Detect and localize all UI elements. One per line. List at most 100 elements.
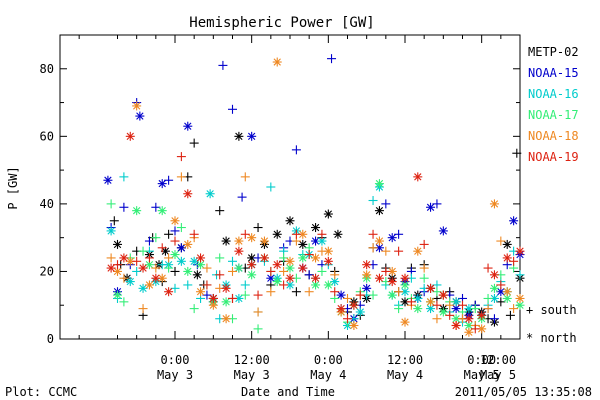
data-point-noaa-18 [509, 304, 519, 314]
data-point-noaa-19 [458, 300, 467, 310]
data-point-metp-02 [253, 223, 263, 233]
data-point-noaa-18 [266, 287, 276, 297]
data-point-noaa-17 [323, 280, 333, 290]
data-point-noaa-19 [298, 263, 308, 273]
data-point-noaa-16 [119, 172, 129, 182]
data-point-noaa-17 [298, 253, 308, 263]
data-point-noaa-17 [240, 290, 250, 300]
y-tick-label: 40 [40, 197, 54, 211]
data-point-noaa-18 [170, 216, 180, 226]
data-point-noaa-18 [221, 314, 231, 324]
data-point-metp-02 [502, 239, 512, 249]
data-point-noaa-17 [247, 270, 257, 280]
data-point-noaa-19 [291, 229, 301, 239]
data-point-metp-02 [285, 216, 295, 226]
data-point-noaa-17 [413, 304, 423, 314]
data-point-metp-02 [189, 138, 199, 148]
data-point-noaa-15 [387, 233, 397, 243]
data-point-noaa-19 [164, 287, 174, 297]
legend-item-noaa-17: NOAA-17 [528, 108, 579, 122]
y-tick-label: 0 [47, 332, 54, 346]
data-point-noaa-19 [362, 260, 372, 270]
data-point-noaa-18 [413, 246, 423, 256]
data-point-noaa-16 [240, 280, 250, 290]
data-point-noaa-15 [432, 199, 442, 209]
data-point-noaa-16 [176, 256, 186, 266]
data-point-noaa-16 [285, 280, 295, 290]
data-point-noaa-18 [183, 239, 193, 249]
data-point-noaa-19 [355, 290, 365, 300]
data-point-noaa-15 [151, 202, 161, 212]
x-tick-time-label: 12:00 [480, 353, 516, 367]
data-point-noaa-18 [113, 266, 122, 276]
data-point-noaa-15 [336, 290, 346, 300]
x-tick-date-label: May 3 [234, 368, 270, 382]
x-tick-date-label: May 5 [480, 368, 516, 382]
data-point-noaa-18 [349, 320, 359, 330]
data-point-noaa-16 [132, 266, 142, 276]
x-tick-date-label: May 4 [387, 368, 423, 382]
data-point-noaa-17 [387, 290, 397, 300]
data-point-noaa-18 [132, 101, 142, 111]
data-point-noaa-18 [151, 263, 161, 273]
data-point-noaa-18 [304, 287, 314, 297]
data-point-noaa-17 [470, 304, 480, 314]
data-point-noaa-18 [445, 300, 455, 310]
data-point-noaa-15 [164, 175, 174, 185]
data-point-noaa-19 [189, 229, 199, 239]
data-point-noaa-18 [502, 287, 512, 297]
data-point-noaa-16 [106, 226, 116, 236]
data-point-noaa-17 [151, 233, 161, 243]
data-point-noaa-19 [470, 324, 480, 334]
data-point-metp-02 [221, 236, 231, 246]
data-point-noaa-17 [419, 273, 429, 283]
legend-item-noaa-15: NOAA-15 [528, 66, 579, 80]
data-point-noaa-16 [426, 304, 436, 314]
data-point-noaa-19 [144, 253, 154, 263]
data-point-noaa-17 [164, 263, 174, 273]
x-axis-label: Date and Time [241, 385, 335, 399]
legend-item-noaa-16: NOAA-16 [528, 87, 579, 101]
marker-legend: + south * north [526, 303, 577, 345]
data-point-noaa-17 [438, 307, 448, 317]
data-point-noaa-15 [228, 104, 237, 114]
data-point-noaa-15 [119, 202, 129, 212]
data-point-noaa-16 [170, 283, 180, 293]
data-point-noaa-19 [170, 236, 180, 246]
data-point-noaa-18 [426, 297, 436, 307]
data-point-noaa-19 [157, 243, 167, 253]
data-point-noaa-18 [272, 57, 282, 67]
data-point-noaa-15 [327, 54, 337, 64]
data-point-noaa-18 [400, 317, 410, 327]
data-point-noaa-18 [144, 280, 154, 290]
data-point-noaa-17 [489, 283, 499, 293]
data-point-metp-02 [323, 209, 333, 219]
data-point-noaa-17 [317, 266, 327, 276]
data-point-noaa-19 [489, 270, 499, 280]
data-point-metp-02 [505, 310, 515, 320]
data-point-noaa-16 [368, 196, 378, 206]
data-point-noaa-15 [144, 236, 154, 246]
data-point-noaa-19 [413, 172, 423, 182]
data-point-noaa-18 [196, 287, 206, 297]
data-point-noaa-17 [113, 290, 122, 300]
data-point-noaa-19 [419, 239, 429, 249]
y-axis-label: P [GW] [6, 166, 20, 209]
data-point-noaa-19 [240, 229, 250, 239]
data-point-noaa-15 [426, 202, 436, 212]
data-point-noaa-18 [464, 327, 474, 337]
data-point-metp-02 [215, 206, 225, 216]
data-point-noaa-18 [343, 293, 352, 303]
data-point-noaa-19 [119, 253, 129, 263]
data-point-noaa-19 [196, 253, 206, 263]
data-point-noaa-18 [394, 287, 404, 297]
data-point-noaa-19 [183, 189, 193, 199]
data-point-noaa-18 [253, 307, 263, 317]
data-point-noaa-19 [483, 263, 493, 273]
chart-title: Hemispheric Power [GW] [189, 15, 374, 31]
data-point-noaa-15 [218, 60, 228, 70]
data-point-noaa-17 [311, 280, 321, 290]
data-point-noaa-19 [336, 304, 346, 314]
